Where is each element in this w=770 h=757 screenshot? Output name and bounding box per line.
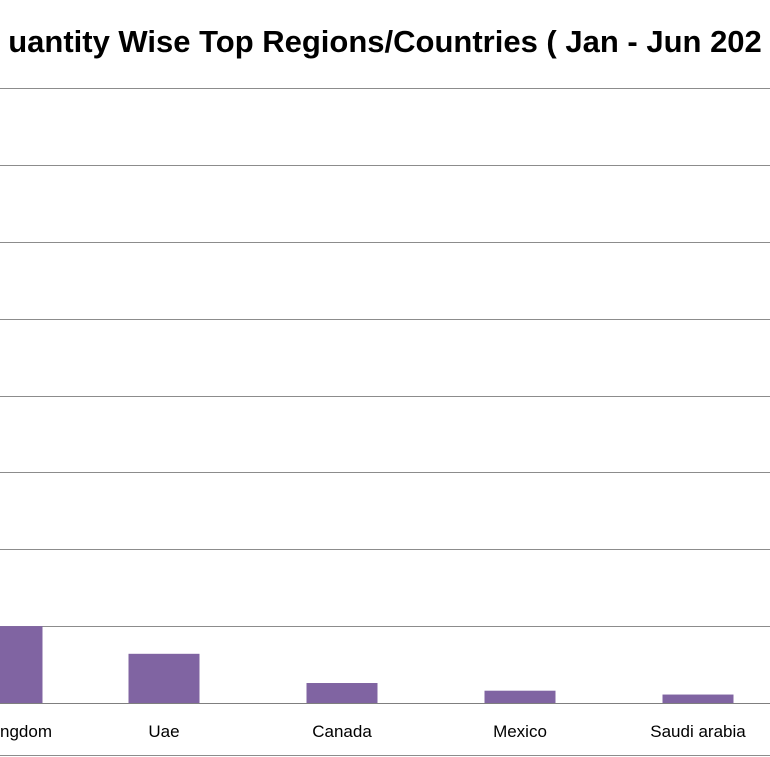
bar-mexico bbox=[484, 690, 556, 703]
x-tick-label: Mexico bbox=[493, 722, 547, 741]
bar-ngdom bbox=[0, 626, 43, 703]
x-tick-label: Uae bbox=[148, 722, 179, 741]
bar-uae bbox=[128, 653, 200, 703]
x-tick-label: Canada bbox=[312, 722, 372, 741]
bar-canada bbox=[306, 683, 378, 703]
bar-saudi-arabia bbox=[662, 694, 734, 703]
gridlines bbox=[0, 88, 770, 704]
x-tick-label: ngdom bbox=[0, 722, 52, 741]
bars bbox=[0, 626, 734, 703]
x-tick-label: Saudi arabia bbox=[650, 722, 746, 741]
chart-title: uantity Wise Top Regions/Countries ( Jan… bbox=[8, 24, 762, 59]
x-tick-labels: ngdom Uae Canada Mexico Saudi arabia bbox=[0, 722, 746, 741]
